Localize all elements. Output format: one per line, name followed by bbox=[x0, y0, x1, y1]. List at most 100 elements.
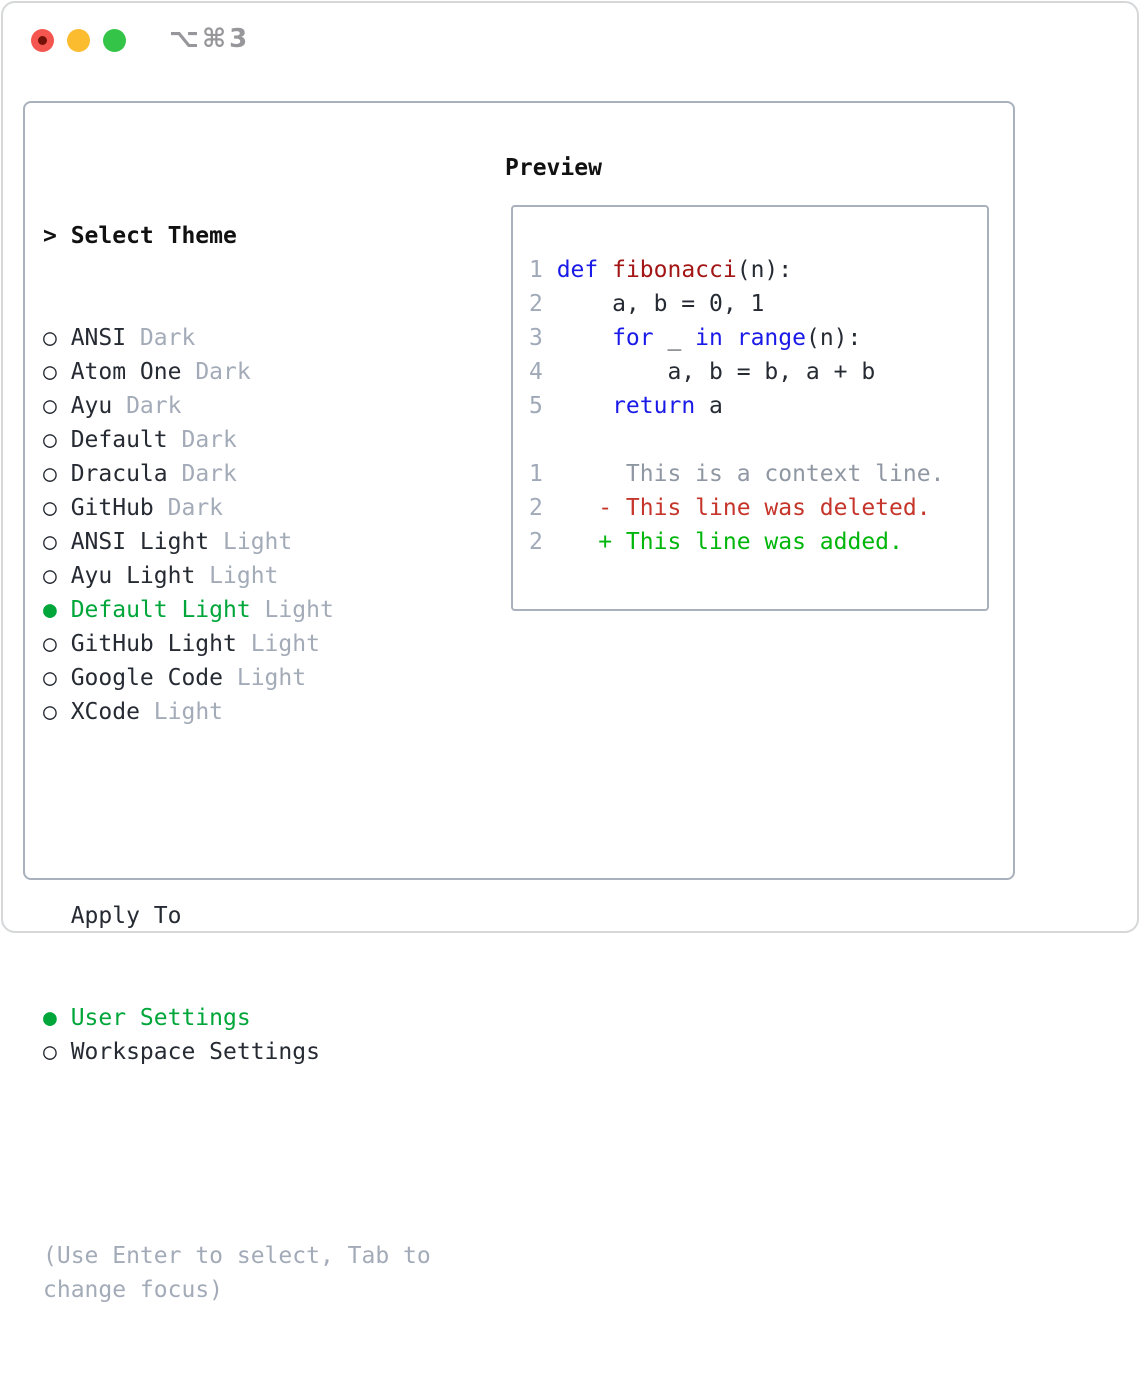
preview-line: 1 This is a context line. bbox=[529, 457, 987, 491]
code-segment-f: fibonacci bbox=[612, 257, 737, 283]
preview-heading-label: Preview bbox=[505, 155, 602, 181]
code-segment-p: (n): bbox=[805, 325, 862, 351]
preview-line: 2 + This line was added. bbox=[529, 525, 987, 559]
focus-caret-icon: > bbox=[43, 223, 57, 249]
radio-icon: ○ bbox=[43, 1039, 57, 1065]
code-segment-p: a bbox=[695, 393, 723, 419]
radio-selected-icon: ● bbox=[43, 597, 57, 623]
keyboard-hint: (Use Enter to select, Tab to change focu… bbox=[43, 1243, 431, 1303]
radio-icon: ○ bbox=[43, 665, 57, 691]
theme-name: Ayu Light bbox=[70, 563, 196, 589]
apply-option-user-settings[interactable]: ● User Settings bbox=[43, 1001, 505, 1035]
radio-icon: ○ bbox=[43, 359, 57, 385]
apply-option-label: Workspace Settings bbox=[70, 1039, 320, 1065]
line-number: 2 bbox=[529, 529, 543, 555]
theme-picker-panel: > Select Theme ○ ANSI Dark ○ Atom One Dark ○ A… bbox=[23, 101, 1015, 1303]
window-title: ⌥⌘3 bbox=[169, 24, 251, 54]
radio-icon: ○ bbox=[43, 427, 57, 453]
line-number: 5 bbox=[529, 393, 543, 419]
radio-selected-icon: ● bbox=[43, 1005, 57, 1031]
minimize-button[interactable] bbox=[67, 29, 90, 52]
preview-line: 2 a, b = 0, 1 bbox=[529, 287, 987, 321]
radio-icon: ○ bbox=[43, 495, 57, 521]
line-number: 2 bbox=[529, 495, 543, 521]
theme-name: Default bbox=[70, 427, 168, 453]
radio-icon: ○ bbox=[43, 393, 57, 419]
apply-option-label: User Settings bbox=[70, 1005, 251, 1031]
theme-name: Google Code bbox=[70, 665, 224, 691]
preview-heading: Preview bbox=[505, 151, 1013, 185]
spacer bbox=[43, 797, 505, 831]
code-segment-k: for bbox=[612, 325, 654, 351]
line-number: 3 bbox=[529, 325, 543, 351]
radio-icon: ○ bbox=[43, 529, 57, 555]
code-segment-p: a, b = b, a + b bbox=[556, 359, 876, 385]
preview-line: 4 a, b = b, a + b bbox=[529, 355, 987, 389]
code-segment-k: range bbox=[736, 325, 806, 351]
code-segment-p: _ bbox=[653, 325, 696, 351]
theme-option-github-dark[interactable]: ○ GitHub Dark bbox=[43, 491, 505, 525]
theme-variant-badge: Dark bbox=[126, 325, 196, 351]
code-segment-k: in bbox=[695, 325, 723, 351]
code-segment-k: return bbox=[612, 393, 696, 419]
theme-option-ansi-light-light[interactable]: ○ ANSI Light Light bbox=[43, 525, 505, 559]
code-segment-ctx: This is a context line. bbox=[556, 461, 945, 487]
theme-option-ansi-dark[interactable]: ○ ANSI Dark bbox=[43, 321, 505, 355]
code-segment-add: + This line was added. bbox=[556, 529, 903, 555]
theme-name: Atom One bbox=[70, 359, 182, 385]
theme-variant-badge: Dark bbox=[153, 495, 224, 521]
select-theme-heading-label: Select Theme bbox=[70, 223, 237, 249]
code-segment-p bbox=[557, 393, 612, 419]
theme-select-column: > Select Theme ○ ANSI Dark ○ Atom One Dark ○ A… bbox=[43, 151, 505, 1303]
theme-variant-badge: Light bbox=[236, 631, 320, 657]
preview-line bbox=[529, 423, 987, 457]
theme-variant-badge: Dark bbox=[181, 359, 251, 385]
theme-variant-badge: Light bbox=[195, 563, 279, 589]
preview-line: 5 return a bbox=[529, 389, 987, 423]
theme-variant-badge: Light bbox=[250, 597, 334, 623]
close-button[interactable] bbox=[31, 29, 54, 52]
theme-name: ANSI bbox=[70, 325, 127, 351]
apply-to-heading: Apply To bbox=[43, 899, 505, 933]
theme-option-atom-one-dark[interactable]: ○ Atom One Dark bbox=[43, 355, 505, 389]
titlebar bbox=[31, 29, 126, 52]
code-segment-p: (n): bbox=[736, 257, 793, 283]
theme-option-default-dark[interactable]: ○ Default Dark bbox=[43, 423, 505, 457]
radio-icon: ○ bbox=[43, 461, 57, 487]
theme-option-google-code-light[interactable]: ○ Google Code Light bbox=[43, 661, 505, 695]
theme-name: ANSI Light bbox=[70, 529, 210, 555]
theme-name: GitHub Light bbox=[70, 631, 237, 657]
spacer bbox=[43, 1137, 505, 1171]
app-window: ⌥⌘3 > Select Theme ○ ANSI Dark ○ Atom One Da… bbox=[1, 1, 1139, 1303]
theme-option-dracula-dark[interactable]: ○ Dracula Dark bbox=[43, 457, 505, 491]
line-number: 4 bbox=[529, 359, 543, 385]
theme-option-ayu-dark[interactable]: ○ Ayu Dark bbox=[43, 389, 505, 423]
radio-icon: ○ bbox=[43, 325, 57, 351]
code-segment-p bbox=[598, 257, 612, 283]
theme-option-list: ○ ANSI Dark ○ Atom One Dark ○ Ayu Dark ○ Defaul… bbox=[43, 321, 505, 729]
theme-variant-badge: Light bbox=[223, 665, 307, 691]
radio-icon: ○ bbox=[43, 631, 57, 657]
apply-to-option-list: ● User Settings ○ Workspace Settings bbox=[43, 1001, 505, 1069]
theme-option-ayu-light-light[interactable]: ○ Ayu Light Light bbox=[43, 559, 505, 593]
code-segment-p bbox=[723, 325, 737, 351]
theme-option-xcode-light[interactable]: ○ XCode Light bbox=[43, 695, 505, 729]
apply-option-workspace-settings[interactable]: ○ Workspace Settings bbox=[43, 1035, 505, 1069]
theme-variant-badge: Dark bbox=[112, 393, 182, 419]
code-segment-k: def bbox=[556, 257, 599, 283]
theme-variant-badge: Dark bbox=[167, 427, 237, 453]
theme-variant-badge: Light bbox=[209, 529, 293, 555]
select-theme-heading: > Select Theme bbox=[43, 219, 505, 253]
theme-name: GitHub bbox=[70, 495, 154, 521]
theme-name: Dracula bbox=[70, 461, 168, 487]
theme-option-github-light-light[interactable]: ○ GitHub Light Light bbox=[43, 627, 505, 661]
code-segment-p bbox=[557, 325, 612, 351]
theme-option-default-light-light[interactable]: ● Default Light Light bbox=[43, 593, 505, 627]
theme-variant-badge: Dark bbox=[167, 461, 237, 487]
preview-line: 3 for _ in range(n): bbox=[529, 321, 987, 355]
zoom-button[interactable] bbox=[103, 29, 126, 52]
theme-name: XCode bbox=[70, 699, 140, 725]
preview-line: 1 def fibonacci(n): bbox=[529, 253, 987, 287]
